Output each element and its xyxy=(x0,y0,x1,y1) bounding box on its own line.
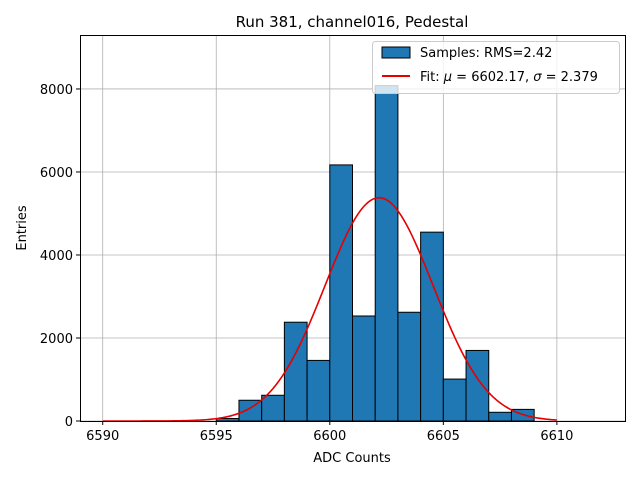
legend-label-fit: Fit: μ = 6602.17, σ = 2.379 xyxy=(420,70,598,85)
legend-box xyxy=(372,41,620,94)
histogram-bar xyxy=(329,164,353,422)
histogram-bar xyxy=(306,359,331,422)
legend-fit-mu-value: = 6602.17, xyxy=(452,70,533,85)
legend-swatch-samples xyxy=(381,46,411,59)
plot-frame xyxy=(80,35,626,422)
fit-curve-group xyxy=(102,196,557,422)
y-tick-label: 2000 xyxy=(40,332,73,347)
histogram-bar xyxy=(442,378,467,422)
histogram-bars xyxy=(215,85,535,422)
y-tick-label: 4000 xyxy=(40,249,73,264)
x-tick-label: 6600 xyxy=(313,429,346,444)
gaussian-fit-curve xyxy=(102,196,557,422)
y-tick-label: 8000 xyxy=(40,83,73,98)
histogram-bar xyxy=(397,311,422,422)
axis-ticks: 6590 6595 6600 6605 6610 0 2000 4000 6000 8000 xyxy=(40,83,574,444)
histogram-bar xyxy=(488,411,512,422)
chart-title: Run 381, channel016, Pedestal xyxy=(236,13,469,31)
y-tick-label: 6000 xyxy=(40,166,73,181)
y-axis-title: Entries xyxy=(15,205,30,251)
y-tick-label: 0 xyxy=(65,415,73,430)
histogram-bar xyxy=(261,394,285,422)
x-tick-label: 6605 xyxy=(427,429,460,444)
legend-fit-sigma-symbol: σ xyxy=(533,70,542,85)
x-tick-label: 6590 xyxy=(86,429,119,444)
x-axis-title: ADC Counts xyxy=(313,451,391,466)
x-tick-label: 6595 xyxy=(200,429,233,444)
legend-fit-mu-symbol: μ xyxy=(443,70,452,85)
histogram-bar xyxy=(420,231,444,422)
x-tick-label: 6610 xyxy=(540,429,573,444)
histogram-bar xyxy=(374,85,399,422)
legend-fit-prefix: Fit: xyxy=(420,70,444,85)
legend-label-samples: Samples: RMS=2.42 xyxy=(420,46,552,61)
histogram-bar xyxy=(352,315,376,422)
legend: Samples: RMS=2.42 Fit: μ = 6602.17, σ = … xyxy=(372,41,620,94)
histogram-bar xyxy=(465,349,490,422)
legend-fit-sigma-value: = 2.379 xyxy=(541,70,597,85)
